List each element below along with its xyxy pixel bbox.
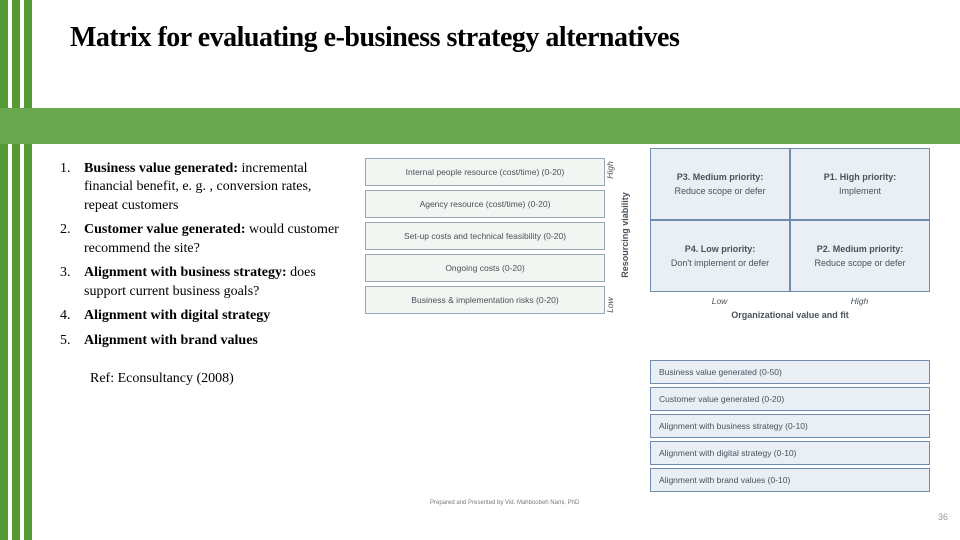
criteria-bold: Alignment with brand values	[84, 333, 258, 348]
resource-row: Internal people resource (cost/time) (0-…	[365, 158, 605, 186]
footer-credit: Prepared and Presented by Vid. Mahboobeh…	[430, 500, 579, 506]
criteria-number: 5.	[60, 332, 84, 350]
reference-text: Ref: Econsultancy (2008)	[90, 370, 345, 388]
criteria-item: 4.Alignment with digital strategy	[60, 307, 345, 325]
slide-title: Matrix for evaluating e-business strateg…	[70, 22, 679, 54]
resource-row: Business & implementation risks (0-20)	[365, 286, 605, 314]
criteria-body: Alignment with digital strategy	[84, 307, 345, 325]
res-axis-title: Resourcing viability	[620, 175, 630, 295]
orgval-row: Alignment with digital strategy (0-10)	[650, 441, 930, 465]
criteria-bold: Alignment with business strategy:	[84, 265, 287, 280]
org-value-block: Business value generated (0-50) Customer …	[650, 360, 930, 495]
criteria-number: 4.	[60, 307, 84, 325]
orgval-row: Alignment with business strategy (0-10)	[650, 414, 930, 438]
stripe-2	[12, 0, 20, 540]
criteria-bold: Business value generated:	[84, 161, 238, 176]
criteria-bold: Customer value generated:	[84, 222, 246, 237]
criteria-item: 1.Business value generated: incremental …	[60, 160, 345, 215]
slide: Matrix for evaluating e-business strateg…	[0, 0, 960, 540]
criteria-number: 2.	[60, 221, 84, 258]
priority-p4: P4. Low priority: Don't implement or def…	[650, 220, 790, 292]
criteria-body: Alignment with business strategy: does s…	[84, 264, 345, 301]
priority-x-high: High	[851, 296, 868, 306]
orgval-row: Alignment with brand values (0-10)	[650, 468, 930, 492]
criteria-item: 3.Alignment with business strategy: does…	[60, 264, 345, 301]
criteria-body: Alignment with brand values	[84, 332, 345, 350]
priority-matrix: P3. Medium priority: Reduce scope or def…	[650, 148, 930, 320]
resource-row: Agency resource (cost/time) (0-20)	[365, 190, 605, 218]
priority-p1: P1. High priority: Implement	[790, 148, 930, 220]
criteria-body: Customer value generated: would customer…	[84, 221, 345, 258]
left-stripes	[0, 0, 32, 540]
criteria-bold: Alignment with digital strategy	[84, 308, 270, 323]
res-axis-low: Low	[605, 245, 615, 365]
priority-x-title: Organizational value and fit	[650, 310, 930, 320]
criteria-number: 1.	[60, 160, 84, 215]
criteria-item: 2.Customer value generated: would custom…	[60, 221, 345, 258]
stripe-1	[0, 0, 8, 540]
stripe-3	[24, 0, 32, 540]
priority-x-low: Low	[712, 296, 728, 306]
page-number: 36	[938, 512, 948, 522]
resource-row: Set-up costs and technical feasibility (…	[365, 222, 605, 250]
res-axis-high: High	[605, 110, 615, 230]
orgval-row: Customer value generated (0-20)	[650, 387, 930, 411]
resource-row: Ongoing costs (0-20)	[365, 254, 605, 282]
resource-viability-block: Internal people resource (cost/time) (0-…	[365, 158, 605, 318]
criteria-item: 5.Alignment with brand values	[60, 332, 345, 350]
criteria-list: 1.Business value generated: incremental …	[60, 160, 345, 389]
criteria-number: 3.	[60, 264, 84, 301]
priority-p3: P3. Medium priority: Reduce scope or def…	[650, 148, 790, 220]
priority-p2: P2. Medium priority: Reduce scope or def…	[790, 220, 930, 292]
criteria-body: Business value generated: incremental fi…	[84, 160, 345, 215]
orgval-row: Business value generated (0-50)	[650, 360, 930, 384]
title-band	[0, 108, 960, 144]
